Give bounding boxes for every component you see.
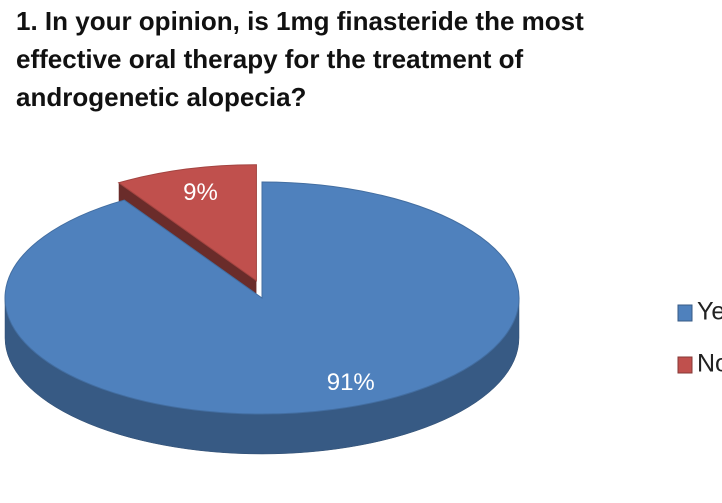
legend-swatch xyxy=(677,304,693,322)
data-label: 9% xyxy=(183,179,218,206)
pie-slice xyxy=(117,164,257,282)
chart-title: 1. In your opinion, is 1mg finasteride t… xyxy=(16,6,584,112)
legend-label: Yes xyxy=(697,298,722,326)
legend-swatch xyxy=(677,356,693,374)
pie-slice xyxy=(4,181,520,415)
data-label: 91% xyxy=(327,369,375,396)
legend-label: No xyxy=(697,350,722,378)
